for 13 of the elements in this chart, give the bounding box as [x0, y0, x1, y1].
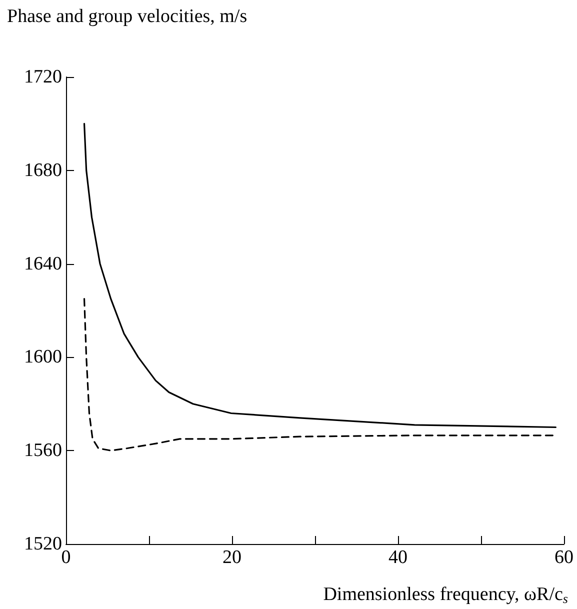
- x-tick-label: 0: [61, 547, 71, 568]
- y-tick-label: 1680: [24, 160, 62, 181]
- y-axis-title: Phase and group velocities, m/s: [7, 6, 248, 27]
- y-tick-label: 1600: [24, 346, 62, 368]
- x-tick-label: 40: [388, 547, 408, 568]
- line-series: [83, 298, 556, 452]
- x-tick-label: 20: [222, 547, 242, 568]
- y-tick-label: 1720: [24, 66, 62, 88]
- y-tick-label: 1640: [24, 253, 62, 274]
- y-tick-label: 1560: [24, 440, 62, 462]
- y-tick-label: 1520: [24, 534, 62, 554]
- line-series: [83, 122, 556, 428]
- x-tick-label: 60: [554, 547, 574, 568]
